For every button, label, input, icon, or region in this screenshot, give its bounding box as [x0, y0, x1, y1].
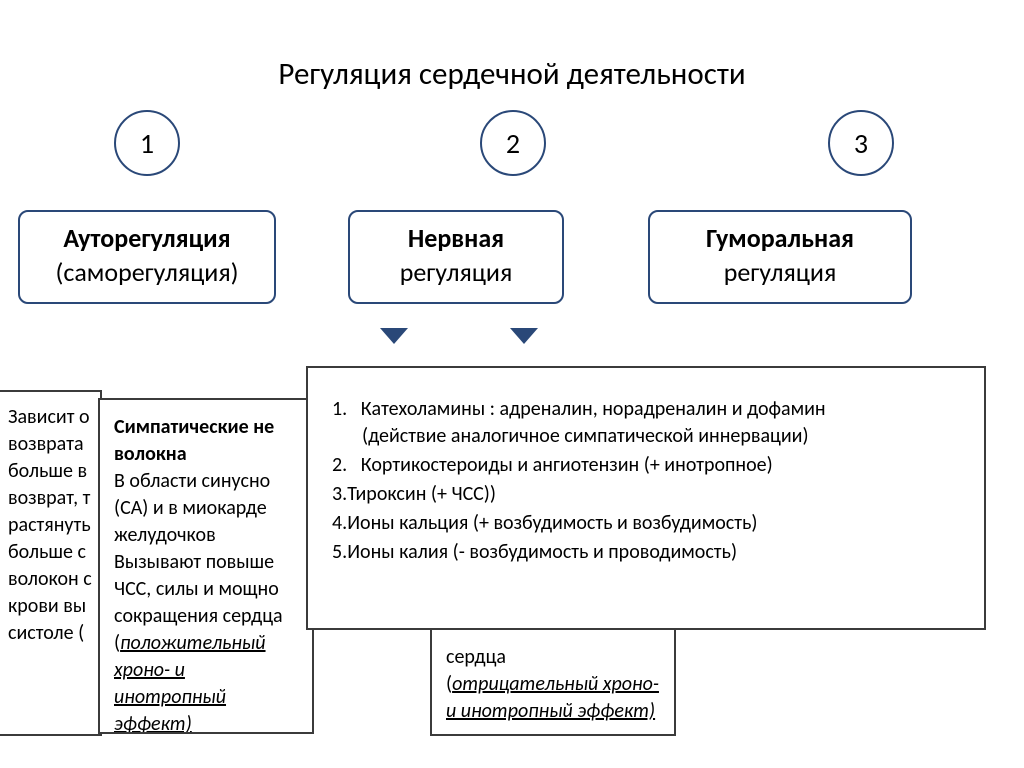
h2-num: 2.: [332, 453, 347, 477]
box-left-partial: Зависит о возврата больше в возврат, т р…: [0, 390, 102, 736]
category-autoregulation: Ауторегуляция (саморегуляция): [18, 210, 276, 304]
symp-b4: Вызывают повыше: [114, 549, 298, 576]
category-humoral: Гуморальная регуляция: [648, 210, 912, 304]
h1-num: 1.: [332, 397, 347, 421]
humoral-item-4: 4.Ионы кальция (+ возбудимость и возбуди…: [332, 510, 964, 537]
humoral-item-3: 3.Тироксин (+ ЧСС)): [332, 481, 964, 508]
lp-l5: растянуть: [8, 512, 96, 539]
callout-wedge-right: [510, 328, 538, 344]
h3-num: 3.: [332, 482, 347, 506]
h5-num: 5.: [332, 540, 347, 564]
humoral-item-2: 2. Кортикостероиды и ангиотензин (+ инот…: [332, 452, 964, 479]
symp-b6: сокращения сердца: [114, 603, 298, 630]
lp-l2: возврата: [8, 431, 96, 458]
h2-text: Кортикостероиды и ангиотензин (+ инотроп…: [361, 453, 773, 477]
symp-b3: желудочков: [114, 522, 298, 549]
lr-italic-text: отрицательный хроно- и инотропный эффект…: [446, 672, 659, 723]
diagram-title: Регуляция сердечной деятельности: [0, 55, 1024, 93]
cat1-line1: Ауторегуляция: [28, 222, 266, 254]
symp-h2: волокна: [114, 441, 298, 468]
h5-text: Ионы калия (- возбудимость и проводимост…: [347, 540, 737, 564]
lp-l3: больше в: [8, 458, 96, 485]
lr-italic: (отрицательный хроно- и инотропный эффек…: [446, 671, 660, 725]
cat3-line1: Гуморальная: [658, 222, 902, 254]
circle-2: 2: [480, 110, 546, 176]
symp-b2: (СА) и в миокарде: [114, 495, 298, 522]
lr-b1: сердца: [446, 644, 660, 671]
lp-l7: волокон с: [8, 566, 96, 593]
lp-l4: возврат, т: [8, 485, 96, 512]
symp-italic-text: положительный хроно- и инотропный эффект…: [114, 631, 266, 734]
cat1-line2: (саморегуляция): [28, 256, 266, 288]
lp-l9: систоле (: [8, 620, 96, 647]
circle-3: 3: [828, 110, 894, 176]
circle-1: 1: [114, 110, 180, 176]
cat3-line2: регуляция: [658, 256, 902, 288]
circle-2-label: 2: [506, 126, 520, 161]
lp-l8: крови вы: [8, 593, 96, 620]
lp-l6: больше с: [8, 539, 96, 566]
lp-l1: Зависит о: [8, 404, 96, 431]
cat2-line2: регуляция: [358, 256, 554, 288]
h3-text: Тироксин (+ ЧСС)): [347, 482, 496, 506]
box-humoral: 1. Катехоламины : адреналин, норадренали…: [306, 366, 986, 630]
h1-sub: (действие аналогичное симпатической инне…: [332, 423, 964, 450]
symp-b1: В области синусно: [114, 468, 298, 495]
humoral-item-5: 5.Ионы калия (- возбудимость и проводимо…: [332, 539, 964, 566]
symp-b5: ЧСС, силы и мощно: [114, 576, 298, 603]
circle-3-label: 3: [854, 126, 868, 161]
box-sympathetic: Симпатические не волокна В области синус…: [98, 398, 314, 734]
humoral-item-1: 1. Катехоламины : адреналин, норадренали…: [332, 396, 964, 450]
h4-text: Ионы кальция (+ возбудимость и возбудимо…: [347, 511, 757, 535]
cat2-line1: Нервная: [358, 222, 554, 254]
symp-h1: Симпатические не: [114, 414, 298, 441]
h4-num: 4.: [332, 511, 347, 535]
humoral-list: 1. Катехоламины : адреналин, норадренали…: [332, 396, 964, 566]
circle-1-label: 1: [140, 126, 154, 161]
category-nervous: Нервная регуляция: [348, 210, 564, 304]
symp-italic: (положительный хроно- и инотропный эффек…: [114, 630, 298, 734]
callout-wedge-left: [380, 328, 408, 344]
h1-text: Катехоламины : адреналин, норадреналин и…: [361, 397, 826, 421]
